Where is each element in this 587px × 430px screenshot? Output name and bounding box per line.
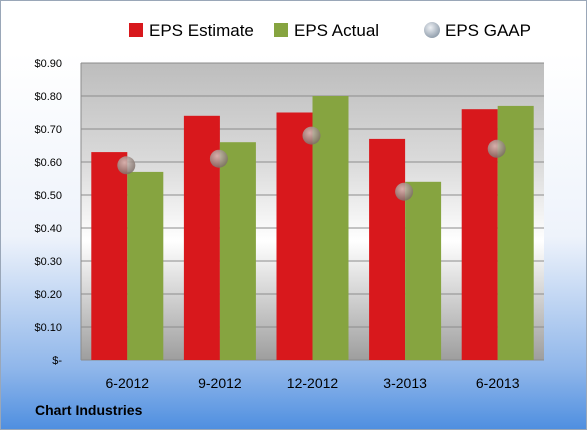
y-tick-label: $0.70 [34, 124, 62, 136]
y-tick-label: $- [52, 355, 62, 367]
eps-gaap-marker [117, 156, 136, 175]
legend-square-icon [274, 23, 288, 37]
bars [91, 96, 534, 361]
x-tick-label: 9-2012 [198, 375, 242, 391]
y-tick-label: $0.40 [34, 223, 62, 235]
legend-label: EPS Estimate [149, 21, 254, 40]
y-tick-label: $0.50 [34, 190, 62, 202]
y-tick-label: $0.60 [34, 157, 62, 169]
legend-square-icon [129, 23, 143, 37]
company-name: Chart Industries [35, 402, 143, 418]
eps-estimate-bar [276, 112, 313, 360]
legend-circle-icon [424, 22, 440, 38]
y-tick-label: $0.80 [34, 91, 62, 103]
eps-gaap-marker [209, 149, 228, 168]
eps-estimate-bar [369, 138, 406, 360]
eps-estimate-bar [91, 152, 128, 360]
y-tick-label: $0.20 [34, 289, 62, 301]
eps-actual-bar [405, 181, 442, 360]
x-tick-label: 12-2012 [287, 375, 339, 391]
x-axis: 6-2012 9-2012 12-2012 3-2013 6-2013 [106, 375, 520, 391]
eps-gaap-marker [487, 139, 506, 158]
eps-actual-bar [127, 171, 164, 360]
x-tick-label: 6-2013 [476, 375, 520, 391]
y-axis: $- $0.10 $0.20 $0.30 $0.40 $0.50 $0.60 $0.70 $0.… [34, 58, 62, 367]
eps-gaap-marker [302, 126, 321, 145]
legend-label: EPS GAAP [445, 21, 531, 40]
legend-label: EPS Actual [294, 21, 379, 40]
eps-actual-bar [219, 142, 256, 360]
y-tick-label: $0.90 [34, 58, 62, 70]
x-tick-label: 3-2013 [383, 375, 427, 391]
eps-gaap-marker [395, 182, 414, 201]
y-tick-label: $0.30 [34, 256, 62, 268]
x-tick-label: 6-2012 [106, 375, 150, 391]
gaap-markers [117, 126, 506, 201]
y-tick-label: $0.10 [34, 322, 62, 334]
legend: EPS Estimate EPS Actual EPS GAAP [129, 21, 531, 40]
